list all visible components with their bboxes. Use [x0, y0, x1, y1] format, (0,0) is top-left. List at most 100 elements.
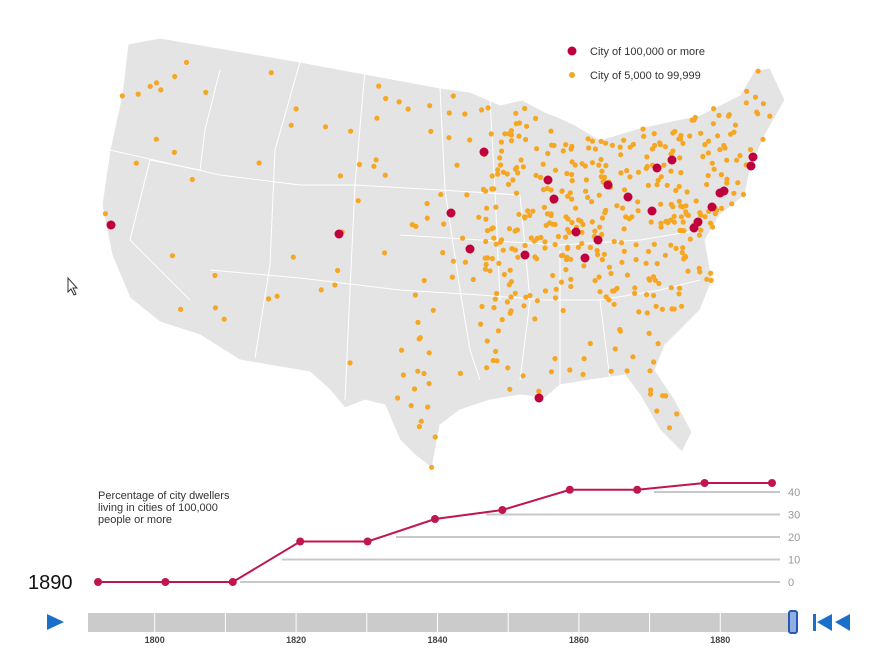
small-city-dot — [729, 201, 735, 207]
small-city-dot — [415, 319, 421, 325]
small-city-dot — [515, 170, 521, 176]
small-city-dot — [687, 133, 693, 139]
small-city-dot — [513, 190, 520, 196]
small-city-dot — [508, 128, 514, 134]
small-city-dot — [484, 338, 490, 344]
small-city-dot — [504, 299, 510, 305]
small-city-dot — [383, 95, 389, 102]
small-city-dot — [648, 387, 654, 393]
small-city-dot — [428, 128, 434, 134]
small-city-dot — [542, 288, 549, 294]
small-city-dot — [528, 235, 534, 241]
small-city-dot — [603, 207, 609, 213]
slider-tick-label: 1820 — [286, 635, 306, 645]
small-city-dot — [418, 418, 424, 424]
small-city-dot — [424, 201, 430, 207]
small-city-dot — [533, 115, 539, 121]
small-city-dot — [501, 271, 507, 278]
small-city-dot — [611, 301, 617, 307]
data-point — [633, 485, 642, 494]
small-city-dot — [483, 261, 489, 268]
small-city-dot — [606, 297, 612, 303]
small-city-dot — [520, 164, 527, 170]
small-city-dot — [293, 106, 299, 112]
small-city-dot — [484, 365, 490, 371]
small-city-dot — [709, 160, 715, 166]
slider-handle[interactable] — [788, 610, 798, 634]
small-city-dot — [740, 191, 747, 198]
small-city-dot — [513, 110, 519, 116]
small-city-dot — [755, 111, 761, 117]
small-city-dot — [649, 146, 656, 152]
small-city-dot — [487, 268, 493, 274]
small-city-dot — [603, 163, 609, 169]
small-city-dot — [632, 285, 638, 291]
small-city-dot — [508, 279, 514, 285]
small-city-dot — [627, 174, 633, 180]
small-city-dot — [573, 205, 579, 211]
small-city-dot — [704, 276, 710, 282]
large-city-dot — [106, 220, 116, 230]
small-city-dot — [569, 219, 575, 226]
small-city-dot — [507, 386, 513, 392]
small-city-dot — [569, 143, 575, 149]
play-icon[interactable] — [47, 614, 64, 630]
timeline-slider-track[interactable] — [88, 613, 790, 632]
large-city-dot — [748, 152, 758, 162]
small-city-dot — [672, 128, 678, 135]
small-city-dot — [504, 171, 510, 177]
small-city-dot — [679, 228, 685, 234]
small-city-dot — [449, 274, 455, 280]
small-city-dot — [712, 211, 718, 217]
small-city-dot — [552, 295, 559, 301]
small-city-dot — [268, 70, 274, 76]
small-city-dot — [603, 140, 609, 146]
small-city-dot — [515, 254, 521, 260]
small-city-dot — [484, 228, 491, 234]
small-city-dot — [450, 258, 456, 264]
small-city-dot — [654, 261, 660, 267]
small-city-dot — [612, 346, 618, 352]
small-city-dot — [479, 107, 485, 113]
small-city-dot — [559, 188, 565, 194]
small-city-dot — [651, 292, 657, 299]
small-city-dot — [586, 145, 592, 151]
small-city-dot — [705, 173, 711, 179]
small-city-dot — [592, 278, 598, 284]
small-city-dot — [153, 136, 159, 142]
small-city-dot — [718, 205, 725, 211]
mouse-cursor-icon — [67, 276, 79, 296]
small-city-dot — [659, 306, 666, 312]
small-city-dot — [382, 250, 388, 256]
small-city-dot — [158, 87, 164, 93]
small-city-dot — [464, 192, 470, 198]
y-tick-label: 0 — [788, 577, 794, 589]
small-city-dot — [522, 105, 528, 112]
small-city-dot — [490, 357, 496, 364]
small-city-dot — [374, 115, 380, 121]
small-city-dot — [550, 272, 556, 279]
small-city-dot — [373, 157, 379, 163]
small-city-dot — [614, 203, 620, 209]
small-city-dot — [609, 142, 616, 148]
small-city-dot — [585, 136, 591, 142]
small-city-dot — [510, 177, 516, 183]
small-city-dot — [133, 160, 139, 166]
large-city-dot — [465, 244, 475, 254]
small-city-dot — [596, 192, 602, 198]
small-city-dot — [685, 268, 691, 274]
small-city-dot — [683, 203, 689, 209]
small-city-dot — [203, 89, 209, 95]
small-city-dot — [621, 137, 627, 143]
small-city-dot — [708, 270, 714, 276]
small-city-dot — [598, 156, 604, 163]
legend-marker — [569, 72, 575, 78]
small-city-dot — [569, 178, 575, 184]
small-city-dot — [691, 117, 697, 123]
skip-to-start-icon[interactable] — [813, 614, 850, 631]
small-city-dot — [523, 294, 529, 300]
small-city-dot — [512, 166, 519, 172]
small-city-dot — [489, 173, 495, 179]
small-city-dot — [382, 172, 388, 178]
small-city-dot — [710, 121, 717, 127]
